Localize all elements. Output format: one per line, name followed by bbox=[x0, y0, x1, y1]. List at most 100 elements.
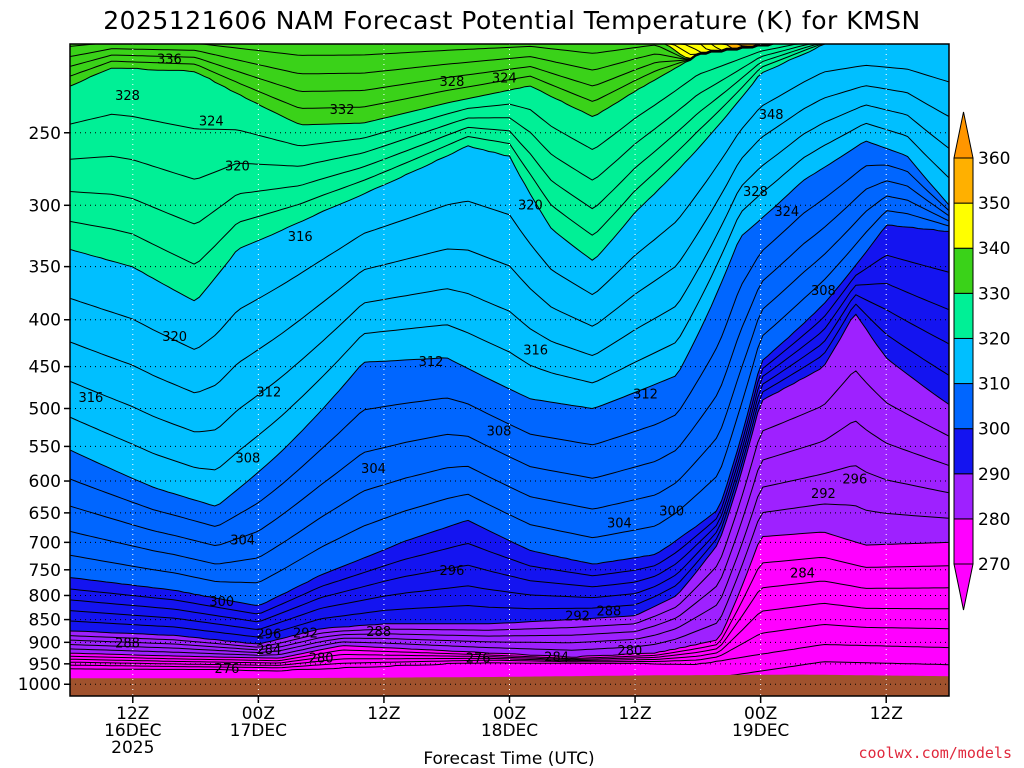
colorbar-label: 290 bbox=[978, 465, 1010, 485]
y-tick-label: 900 bbox=[29, 633, 61, 653]
y-tick-label: 600 bbox=[29, 472, 61, 492]
ground-surface bbox=[70, 674, 949, 696]
contour-label: 276 bbox=[215, 662, 240, 677]
y-tick-label: 250 bbox=[29, 124, 61, 144]
contour-label: 292 bbox=[565, 609, 590, 624]
contour-label: 288 bbox=[366, 625, 391, 640]
contour-label: 320 bbox=[162, 330, 187, 345]
contour-320 bbox=[70, 44, 949, 302]
grid-lines bbox=[70, 44, 949, 696]
x-tick-label: 16DEC bbox=[104, 721, 161, 741]
contour-label: 336 bbox=[157, 53, 182, 68]
contour-label: 296 bbox=[440, 564, 465, 579]
contour-label: 328 bbox=[115, 89, 140, 104]
x-tick-label: 00Z bbox=[744, 704, 777, 724]
colorbar-segment bbox=[953, 337, 974, 385]
contour-label: 288 bbox=[596, 605, 621, 620]
contour-290 bbox=[70, 313, 949, 645]
colorbar-label: 310 bbox=[978, 375, 1010, 395]
contour-338 bbox=[70, 44, 949, 60]
contour-labels: 336 328 332 324 328 324 348 320 328 324 320 316 308 3… bbox=[79, 53, 868, 677]
y-tick-label: 300 bbox=[29, 196, 61, 216]
y-tick-label: 1000 bbox=[18, 675, 61, 695]
contour-336 bbox=[70, 44, 949, 75]
y-tick-label: 650 bbox=[29, 504, 61, 524]
colorbar-segment bbox=[953, 383, 974, 430]
colorbar-segment bbox=[953, 247, 974, 294]
contour-label: 328 bbox=[743, 185, 768, 200]
contour-304 bbox=[70, 195, 949, 565]
contour-280 bbox=[70, 531, 949, 659]
contour-label: 292 bbox=[811, 487, 836, 502]
contour-label: 304 bbox=[361, 462, 386, 477]
y-axis-pressure-ticks: 2503003504004505005506006507007508008509… bbox=[18, 124, 70, 695]
contour-label: 312 bbox=[256, 385, 281, 400]
contour-label: 284 bbox=[544, 651, 569, 666]
contour-322 bbox=[70, 44, 949, 265]
contour-label: 300 bbox=[659, 505, 684, 520]
contour-label: 348 bbox=[759, 108, 784, 123]
colorbar-label: 280 bbox=[978, 510, 1010, 530]
colorbar-segment bbox=[953, 292, 974, 339]
colorbar-extend-bottom bbox=[953, 563, 974, 611]
contour-326 bbox=[70, 44, 949, 181]
contour-label: 304 bbox=[230, 534, 255, 549]
contour-label: 308 bbox=[811, 284, 836, 299]
contour-286 bbox=[70, 420, 949, 651]
contour-label: 320 bbox=[225, 159, 250, 174]
x-tick-label: 18DEC bbox=[481, 721, 538, 741]
colorbar-label: 270 bbox=[978, 555, 1010, 575]
x-tick-label: 12Z bbox=[116, 704, 149, 724]
band-280-290 bbox=[70, 314, 949, 696]
contour-label: 332 bbox=[330, 103, 355, 118]
x-tick-label: 12Z bbox=[367, 704, 400, 724]
contour-label: 324 bbox=[492, 71, 517, 86]
colorbar-segment bbox=[953, 473, 974, 520]
colorbar-extend-top bbox=[953, 111, 974, 159]
colorbar-label: 360 bbox=[978, 149, 1010, 169]
y-tick-label: 500 bbox=[29, 400, 61, 420]
x-tick-label: 17DEC bbox=[230, 721, 287, 741]
contour-324 bbox=[70, 44, 949, 225]
contour-label: 292 bbox=[293, 626, 318, 641]
contour-label: 324 bbox=[199, 114, 224, 129]
contour-270 bbox=[70, 643, 949, 672]
contour-label: 300 bbox=[209, 595, 234, 610]
contour-label: 284 bbox=[256, 643, 281, 658]
y-tick-label: 850 bbox=[29, 611, 61, 631]
x-axis-label: Forecast Time (UTC) bbox=[423, 749, 594, 768]
contour-label: 316 bbox=[79, 391, 104, 406]
x-tick-label: 19DEC bbox=[732, 721, 789, 741]
contour-label: 312 bbox=[633, 388, 658, 403]
colorbar-label: 330 bbox=[978, 284, 1010, 304]
contour-274 bbox=[70, 602, 949, 666]
contour-label: 304 bbox=[607, 517, 632, 532]
colorbar-segment bbox=[953, 157, 974, 204]
contour-label: 312 bbox=[419, 355, 444, 370]
colorbar-label: 340 bbox=[978, 239, 1010, 259]
contour-316 bbox=[70, 85, 949, 394]
contour-278 bbox=[70, 556, 949, 662]
contour-296 bbox=[70, 283, 949, 623]
credit-text: coolwx.com/models bbox=[858, 744, 1012, 762]
contour-label: 328 bbox=[440, 75, 465, 90]
x-tick-label: 2025 bbox=[111, 738, 154, 758]
contour-label: 296 bbox=[256, 627, 281, 642]
colorbar-label: 300 bbox=[978, 420, 1010, 440]
contour-312 bbox=[70, 122, 949, 471]
y-tick-label: 450 bbox=[29, 358, 61, 378]
contour-label: 324 bbox=[774, 205, 799, 220]
contour-314 bbox=[70, 104, 949, 433]
contour-272 bbox=[70, 623, 949, 669]
x-tick-label: 00Z bbox=[242, 704, 275, 724]
colorbar-label: 350 bbox=[978, 194, 1010, 214]
colorbar-segment bbox=[953, 202, 974, 249]
y-tick-label: 550 bbox=[29, 437, 61, 457]
chart-title: 2025121606 NAM Forecast Potential Temper… bbox=[103, 6, 921, 35]
band-270-280 bbox=[70, 532, 949, 696]
y-tick-label: 350 bbox=[29, 258, 61, 278]
contour-label: 316 bbox=[288, 230, 313, 245]
x-tick-label: 12Z bbox=[618, 704, 651, 724]
